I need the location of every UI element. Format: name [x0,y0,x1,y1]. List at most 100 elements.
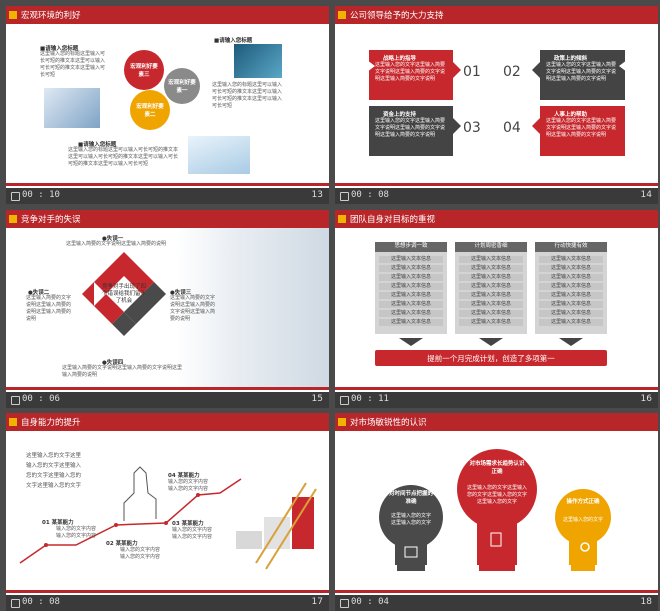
bubble-label-3: 宏观利好要素二 [136,104,164,118]
slide-duration: 00 : 08 [22,597,60,607]
column-3-line: 这里输入文本信息 [539,301,603,308]
slide-duration: 00 : 04 [351,597,389,607]
slide-header: 自身能力的提升 [6,413,329,431]
gear-icon [580,542,590,552]
step-3-text: 输入您的文字内容输入您的文字内容 [172,527,213,540]
slide-footer: 00 : 04 18 [335,595,658,611]
card-1 [369,50,461,100]
column-2-line: 这里输入文本信息 [459,256,523,263]
slide-16[interactable]: 团队自身对目标的重视 思想步调一致 计划周密香细 行动快捷有效 提前一个月完成计… [335,210,658,408]
column-1-line: 这里输入文本信息 [379,310,443,317]
bulb-3-title: 操作方式正确 [566,499,600,505]
slide-title: 竞争对手的失误 [21,215,81,225]
column-1-line: 这里输入文本信息 [379,292,443,299]
camera-icon [340,599,349,608]
card-3-title: 资金上的支持 [383,112,417,118]
column-3-line: 这里输入文本信息 [539,256,603,263]
bubble-label-2: 宏观利好要素一 [168,80,196,94]
heading-a: ■请输入您标题 [40,46,79,52]
card-2-text: 这里输入您的文字这里输入简要文字说明这里输入简要的文字说明这里输入简要的文字说明 [546,62,617,82]
column-2-line: 这里输入文本信息 [459,283,523,290]
support-diagram [367,50,627,156]
step-4-text: 输入您的文字内容输入您的文字内容 [168,479,209,492]
growth-line [19,466,317,570]
slide-footer: 00 : 10 13 [6,188,329,204]
column-1-title: 思想步调一致 [394,243,428,249]
step-4-title: 04 某某能力 [168,473,200,479]
slide-18[interactable]: 对市场敏锐性的认识 对时间节点把握的准确 这里输入您的文字这里输入您的文字 对市… [335,413,658,611]
camera-icon [340,396,349,405]
bubble-red [124,50,164,90]
card-3-text: 这里输入您的文字这里输入简要文字说明这里输入简要的文字说明这里输入简要的文字说明 [375,118,446,138]
result-banner: 提前一个月完成计划，创造了多项第一 [375,350,607,366]
slide-title: 团队自身对目标的重视 [350,215,436,225]
mistake-1-text: 这里输入简要的文字说明这里输入简要的说明 [66,241,167,247]
bulb-1-title: 对时间节点把握的准确 [388,491,433,505]
mistake-3-title: ●失误三 [170,290,192,296]
card-4-title: 人事上的帮助 [554,112,588,118]
climber-figure [123,466,157,521]
column-2-title: 计划周密香细 [474,243,508,249]
camera-icon [11,192,20,201]
column-1-line: 这里输入文本信息 [379,283,443,290]
slide-15[interactable]: 竞争对手的失误 竞争对手出现了四个错误给我们留下了机会 ●失误一 这里输入简要的… [6,210,329,408]
clipboard-icon [490,532,502,547]
bubble-gray [164,68,200,104]
column-3-line: 这里输入文本信息 [539,283,603,290]
slide-number: 17 [311,597,323,607]
body-a: 这里输入您的标题这里输入可长可短的推文本这里可以输入可长可短的推文本这里输入可长… [40,51,106,78]
handshake-photo [44,88,100,128]
num-04: 04 [503,120,521,136]
slide-footer: 00 : 08 17 [6,595,329,611]
step-2-text: 输入您的文字内容输入您的文字内容 [120,547,161,560]
slide-header: 宏观环境的利好 [6,6,329,24]
body-b: 这里输入您的标题这里可以输入可长可短的推文本这里可以输入可长可短的推文本这里可以… [212,82,283,109]
camera-icon [11,599,20,608]
slide-13[interactable]: 宏观环境的利好 ■请输入您标题 这里输入您的标题这里输入可长可短的推文本这里可以… [6,6,329,204]
column-3-line: 这里输入文本信息 [539,310,603,317]
slide-number: 15 [311,394,323,404]
step-2-title: 02 某某能力 [106,541,138,547]
slide-14[interactable]: 公司领导给予的大力支持 战略上的指导 这里输入您的文字这里输入简要文字说明这里输… [335,6,658,204]
column-3-line: 这里输入文本信息 [539,319,603,326]
column-2-line: 这里输入文本信息 [459,292,523,299]
slide-17[interactable]: 自身能力的提升 这里输入您的文字这里输入您的文字这里输入您的文字这里输入您的文字… [6,413,329,611]
growth-photo [188,136,250,174]
mistake-2-text: 这里输入简要的文字说明这里输入简要的说明这里输入简要的说明 [26,295,72,322]
card-1-text: 这里输入您的文字这里输入简要文字说明这里输入简要的文字说明这里输入简要的文字说明 [375,62,446,82]
bulb-1-text: 这里输入您的文字这里输入您的文字 [390,513,431,526]
slide-header: 对市场敏锐性的认识 [335,413,658,431]
tech-photo [234,44,282,78]
mistake-4-text: 这里输入简要的文字说明这里输入简要的文字说明这里输入简要的说明 [62,365,183,378]
center-text: 竞争对手出现了四个错误给我们留下了机会 [102,284,147,304]
ladder [255,482,317,570]
heading-b: ■请输入您标题 [214,38,253,44]
mistakes-diagram [82,252,166,336]
slide-title: 自身能力的提升 [21,418,81,428]
mistake-1-title: ●失误一 [102,236,124,242]
column-3-line: 这里输入文本信息 [539,265,603,272]
bubble-orange [130,90,170,130]
card-2 [532,50,625,100]
slide-title: 宏观环境的利好 [21,11,81,21]
bulb-gray [379,485,443,549]
body-c: 这里输入您的标题这里可以输入可长可短的推文本这里可以输入可长可短的推文本这里可以… [68,147,179,167]
slide-number: 18 [640,597,652,607]
slide-duration: 00 : 11 [351,394,389,404]
slide-number: 14 [640,190,652,200]
bulb-2-text: 这里输入您的文字这里输入您的文字这里输入您的文字这里输入您的文字 [467,485,528,505]
businesswoman-photo [176,228,329,388]
column-1-line: 这里输入文本信息 [379,256,443,263]
bubble-diagram [124,50,200,130]
bulb-red [457,449,537,529]
column-3-line: 这里输入文本信息 [539,274,603,281]
step-1-title: 01 某某能力 [42,520,74,526]
card-4 [532,106,625,156]
num-02: 02 [503,64,521,80]
slide-duration: 00 : 08 [351,190,389,200]
slide-header: 公司领导给予的大力支持 [335,6,658,24]
column-1-line: 这里输入文本信息 [379,265,443,272]
column-3-line: 这里输入文本信息 [539,292,603,299]
column-1-line: 这里输入文本信息 [379,319,443,326]
slide-footer: 00 : 11 16 [335,392,658,408]
